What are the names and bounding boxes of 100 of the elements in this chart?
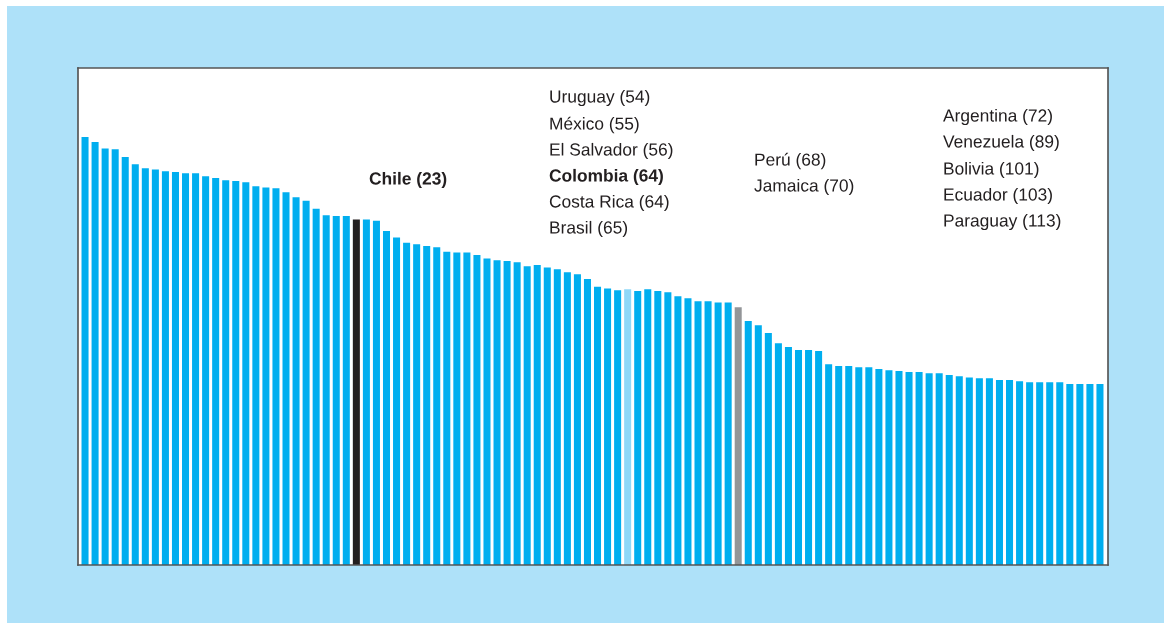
bar xyxy=(815,350,823,565)
bar xyxy=(945,374,953,565)
bar xyxy=(372,220,380,565)
bar xyxy=(674,296,682,565)
annotation: Costa Rica (64) xyxy=(549,194,669,212)
bar xyxy=(91,142,99,565)
bar xyxy=(111,149,119,565)
bar xyxy=(272,188,280,565)
bar xyxy=(644,289,652,565)
bar xyxy=(583,279,591,565)
bar xyxy=(1046,382,1054,565)
bar xyxy=(252,186,260,565)
bar xyxy=(714,302,722,565)
bar xyxy=(523,266,531,565)
bar xyxy=(292,197,300,565)
bar xyxy=(413,244,421,565)
bar xyxy=(1066,383,1074,565)
bar xyxy=(835,365,843,565)
bar xyxy=(905,371,913,565)
bar xyxy=(543,267,551,565)
bar xyxy=(362,219,370,565)
bar xyxy=(322,215,330,565)
text: Argentina (72) xyxy=(943,108,1052,126)
bar xyxy=(493,260,501,565)
bar xyxy=(513,262,521,565)
bar xyxy=(182,173,190,565)
annotation: El Salvador (56) xyxy=(550,142,673,160)
bar xyxy=(1006,380,1014,565)
bar xyxy=(784,347,792,565)
bar xyxy=(624,289,632,565)
bar xyxy=(1056,382,1064,565)
bar xyxy=(212,178,220,565)
bar xyxy=(634,291,642,565)
bar xyxy=(433,247,441,565)
bar xyxy=(704,301,712,565)
bar xyxy=(794,350,803,565)
bar xyxy=(262,187,270,565)
bar xyxy=(1036,382,1044,565)
bar xyxy=(604,288,612,565)
bar xyxy=(171,172,179,565)
bar xyxy=(151,169,159,565)
bar xyxy=(352,219,360,565)
annotation: Colombia (64) xyxy=(549,168,663,186)
bar xyxy=(594,286,602,565)
bar xyxy=(533,264,541,565)
bar xyxy=(121,157,129,565)
bar xyxy=(664,292,672,565)
bar xyxy=(935,373,943,565)
bar xyxy=(403,242,411,565)
bar xyxy=(463,252,471,565)
bar xyxy=(855,367,863,565)
annotation: Ecuador (103) xyxy=(944,187,1052,205)
bar xyxy=(1076,383,1084,565)
annotation: Brasil (65) xyxy=(550,220,628,238)
annotation: Paraguay (113) xyxy=(944,213,1061,231)
bar xyxy=(875,368,883,565)
bar xyxy=(885,370,893,565)
bar xyxy=(473,255,481,565)
bar xyxy=(342,216,350,565)
bar xyxy=(131,164,139,565)
bar xyxy=(1016,381,1024,565)
bar xyxy=(443,251,451,565)
bar xyxy=(845,365,853,565)
annotation: Venezuela (89) xyxy=(943,134,1059,152)
bar xyxy=(915,371,923,565)
bar xyxy=(503,261,511,565)
bar xyxy=(734,307,742,565)
text: México (55) xyxy=(550,116,639,134)
bar xyxy=(222,180,230,565)
bar xyxy=(192,173,200,565)
annotation: Chile (23) xyxy=(369,171,447,189)
bar xyxy=(1096,383,1104,565)
bar xyxy=(825,364,833,565)
bar xyxy=(553,269,561,565)
bar xyxy=(453,252,461,565)
bar xyxy=(985,378,993,565)
bar xyxy=(161,171,169,565)
bar xyxy=(332,216,340,565)
bar xyxy=(101,148,109,565)
bar xyxy=(232,181,240,565)
bar xyxy=(393,237,401,565)
bar xyxy=(1026,382,1034,565)
bar xyxy=(865,367,873,565)
bar xyxy=(614,290,622,565)
bar xyxy=(312,208,320,565)
bar xyxy=(995,380,1003,565)
bar xyxy=(483,258,491,565)
annotation: Jamaica (70) xyxy=(754,178,854,196)
bar xyxy=(302,200,310,565)
bar xyxy=(805,350,813,565)
annotation: Bolivia (101) xyxy=(944,161,1039,179)
bar xyxy=(563,272,571,565)
bar xyxy=(744,320,752,565)
bar xyxy=(925,373,933,565)
bar xyxy=(202,176,210,565)
bar xyxy=(764,332,772,565)
bar xyxy=(573,274,581,565)
bar xyxy=(141,168,149,565)
bar xyxy=(724,302,732,565)
bar xyxy=(895,371,903,565)
